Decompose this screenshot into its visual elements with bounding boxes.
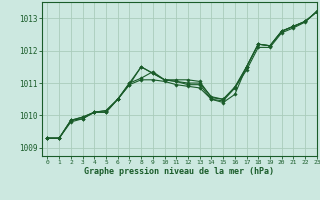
X-axis label: Graphe pression niveau de la mer (hPa): Graphe pression niveau de la mer (hPa) bbox=[84, 167, 274, 176]
